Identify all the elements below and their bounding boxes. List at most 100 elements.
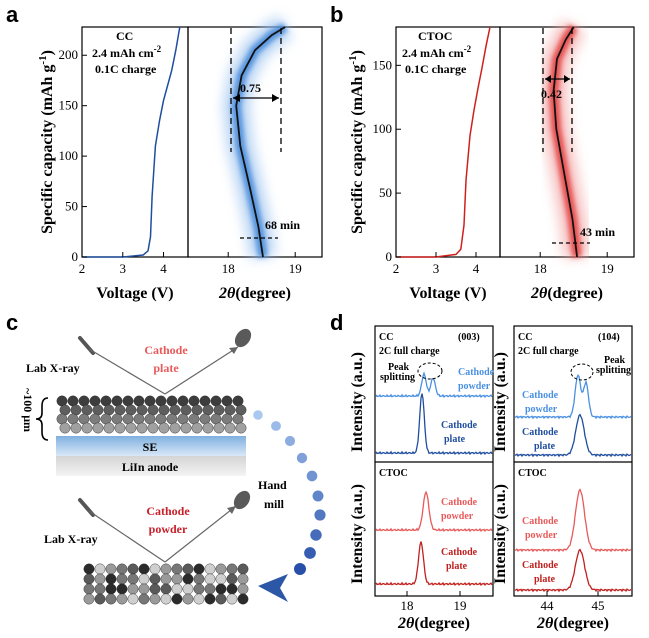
cc-powder-trace-right: [514, 374, 632, 420]
powder-particle: [182, 573, 194, 585]
hand-mill-dot: [271, 421, 281, 431]
ctoc-powder-label-left-2: powder: [441, 511, 474, 522]
powder-particle: [160, 593, 172, 605]
powder-particle: [204, 583, 216, 595]
cc-plate-label-left-2: plate: [444, 434, 466, 445]
panel-letter-a: a: [6, 2, 19, 27]
powder-particle: [149, 583, 161, 595]
areal-label-a: 2.4 mAh cm-2: [92, 44, 162, 60]
cc-powder-trace-left: [375, 371, 493, 399]
powder-particle: [226, 583, 238, 595]
panel-c: c Lab X-ray Cathode plate SE LiIn anode …: [6, 310, 326, 605]
x-tick-label-voltage-a-2: 4: [160, 261, 167, 276]
plate-particle: [224, 422, 236, 434]
xray-arrowhead-bottom: [227, 506, 236, 514]
powder-particle: [94, 563, 106, 575]
powder-particle: [149, 593, 161, 605]
powder-particle: [237, 593, 249, 605]
x-tick-label-voltage-b-0: 2: [393, 261, 400, 276]
ctoc-label-left: CTOC: [379, 468, 408, 479]
hand-mill-dot: [294, 563, 306, 575]
time-label-a: 68 min: [265, 218, 300, 232]
plate-particle: [202, 422, 214, 434]
x-tick-label-theta-b-1: 19: [601, 261, 614, 276]
hand-mill-dot: [310, 529, 322, 541]
xray-label-top: Lab X-ray: [26, 361, 80, 375]
powder-particle: [94, 573, 106, 585]
panel-a: a 0 50 100 150 200 2 3 4 18 19 CC 2.4 mAh cm-2 0…: [6, 2, 323, 302]
x-axis-label-d-left: 2θ(degree): [397, 615, 470, 632]
cc-powder-label-right-1: Cathode: [522, 390, 559, 401]
cc-plate-label-right-1: Cathode: [522, 427, 559, 438]
mode-label-a: CC: [116, 29, 133, 43]
ctoc-plate-label-left-1: Cathode: [441, 547, 478, 558]
y-ticks-a: 0 50 100 150 200: [59, 47, 87, 264]
powder-particle: [171, 593, 183, 605]
powder-particle: [193, 583, 205, 595]
x-tick-label-theta-a-0: 18: [222, 261, 235, 276]
plate-particle: [59, 422, 71, 434]
ctoc-plate-label-right-1: Cathode: [522, 560, 559, 571]
plate-particle: [158, 422, 170, 434]
powder-particle: [226, 563, 238, 575]
powder-particle: [127, 563, 139, 575]
x-axis-label-voltage-a: Voltage (V): [96, 285, 173, 302]
areal-label-b: 2.4 mAh cm-2: [402, 44, 472, 60]
panel-b: b 0 50 100 150 2 3 4 18 19 CTOC 2.4 mAh cm-2 0.…: [330, 2, 635, 302]
detector-top: [234, 328, 252, 348]
powder-particle: [116, 563, 128, 575]
peak-splitting-left-2: splitting: [380, 372, 415, 383]
ctoc-label-right: CTOC: [518, 468, 547, 479]
panel-letter-c: c: [6, 310, 18, 335]
powder-particle: [237, 563, 249, 575]
cathode-powder-label-line2: powder: [149, 522, 188, 536]
y-axis-label-a: Specific capacity (mAh g-1): [37, 50, 56, 234]
y-ticks-b: 0 50 100 150: [373, 57, 401, 264]
powder-particle: [204, 573, 216, 585]
x-tick-label-voltage-a-1: 3: [120, 261, 127, 276]
x-tick-label-d-right-0: 44: [541, 598, 555, 613]
heat-ridge-b: [552, 26, 578, 258]
y-axis-label-b: Specific capacity (mAh g-1): [347, 50, 366, 234]
panel-d: d 18 19 44 45 CC 2C full charge (003) Peak …: [330, 310, 633, 632]
cc-label-left: CC: [379, 332, 393, 343]
intensity-label-cc-right: Intensity (a.u.): [492, 352, 509, 452]
powder-particle: [149, 573, 161, 585]
cc-plate-label-right-2: plate: [534, 441, 556, 452]
hand-mill-dot: [253, 410, 263, 420]
cc-plate-label-left-1: Cathode: [441, 420, 478, 431]
plate-particle: [81, 422, 93, 434]
voltage-curve-b: [396, 26, 491, 258]
xrd-frame-right: [513, 325, 633, 597]
peak-index-left: (003): [458, 332, 480, 343]
powder-particle: [204, 563, 216, 575]
cathode-plate-label-line2: plate: [153, 361, 179, 375]
powder-particle: [193, 563, 205, 575]
powder-particle: [171, 583, 183, 595]
y-tick-label-b-0: 0: [386, 249, 393, 264]
powder-particle: [226, 593, 238, 605]
x-tick-label-voltage-a-0: 2: [79, 261, 86, 276]
y-tick-label-a-1: 50: [65, 199, 78, 214]
charge-label-left: 2C full charge: [379, 346, 440, 357]
cc-powder-label-right-2: powder: [525, 404, 558, 415]
y-tick-label-b-3: 150: [373, 57, 393, 72]
peak-splitting-right-2: splitting: [596, 365, 631, 376]
powder-particle: [105, 563, 117, 575]
delta-arrowheads-b: [545, 75, 570, 83]
y-tick-label-b-2: 100: [373, 121, 393, 136]
heat-ridge-a: [235, 26, 286, 258]
detector-bottom: [233, 490, 251, 510]
panel-letter-d: d: [330, 310, 343, 335]
powder-particle: [237, 583, 249, 595]
xrd-pattern-traces: [375, 371, 632, 593]
x-ticks-b: 2 3 4 18 19: [393, 252, 614, 276]
charge-label-right: 2C full charge: [518, 346, 579, 357]
powder-particle: [226, 573, 238, 585]
ctoc-plate-trace-left: [375, 541, 493, 587]
x-tick-label-d-left-1: 19: [454, 598, 467, 613]
ctoc-powder-label-right-2: powder: [525, 530, 558, 541]
plate-particle: [103, 422, 115, 434]
thickness-label: ~100 μm: [21, 388, 35, 432]
